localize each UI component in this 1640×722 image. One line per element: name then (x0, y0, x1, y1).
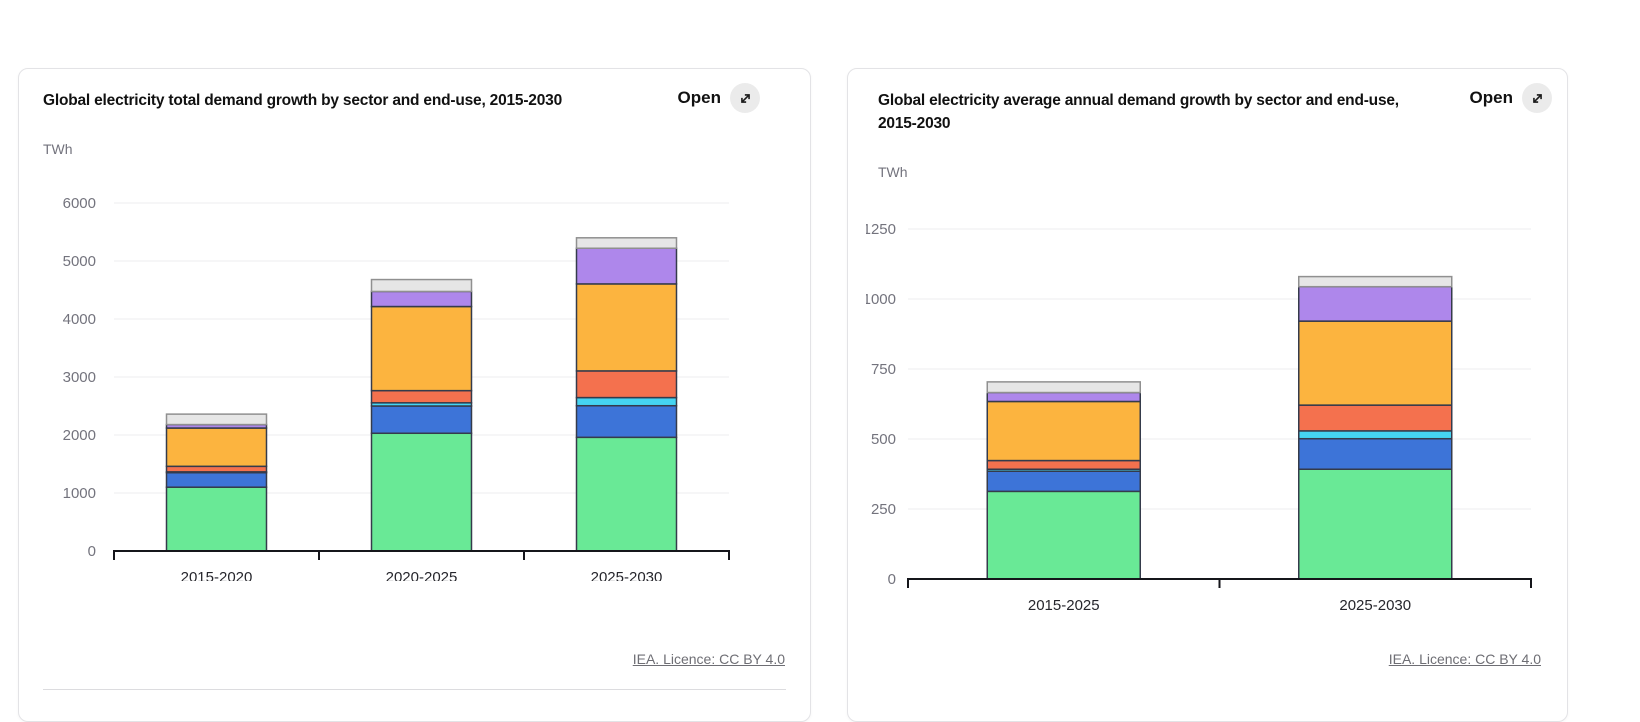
bar-segment-red-orange[interactable] (165, 465, 268, 473)
licence-link[interactable]: IEA. Licence: CC BY 4.0 (1388, 651, 1541, 667)
expand-icon (730, 83, 760, 113)
y-tick-label: 4000 (63, 311, 96, 328)
bar-segment-orange[interactable] (370, 305, 473, 392)
chart-card-total-demand: Global electricity total demand growth b… (18, 68, 811, 722)
open-button-label: Open (1469, 88, 1513, 107)
bar-segment-red-orange[interactable] (575, 370, 678, 399)
x-category-label: 2015-2020 (181, 569, 253, 581)
bar-segment-orange[interactable] (165, 427, 268, 468)
y-tick-label: 2000 (63, 427, 96, 444)
bar-segment-purple[interactable] (575, 247, 678, 285)
x-category-label: 2015-2025 (1028, 597, 1100, 614)
chart-title: Global electricity average annual demand… (878, 92, 1399, 132)
bar-segment-purple[interactable] (370, 290, 473, 308)
chart-card-average-annual-demand: Global electricity average annual demand… (847, 68, 1568, 722)
bar-segment-green[interactable] (575, 436, 678, 552)
bar-segment-grey[interactable] (1298, 275, 1453, 288)
bar-segment-blue[interactable] (986, 470, 1141, 493)
y-tick-label: 0 (88, 543, 96, 560)
bar-segment-cyan[interactable] (575, 396, 678, 407)
y-tick-label: 1250 (866, 221, 896, 238)
y-tick-label: 750 (871, 361, 896, 378)
bar-segment-green[interactable] (986, 490, 1141, 580)
y-tick-label: 3000 (63, 369, 96, 386)
bar-segment-red-orange[interactable] (986, 459, 1141, 470)
bar-segment-red-orange[interactable] (370, 389, 473, 404)
bar-segment-grey[interactable] (575, 237, 678, 249)
bar-segment-grey[interactable] (370, 278, 473, 293)
chart-title: Global electricity total demand growth b… (43, 92, 562, 109)
bar-segment-grey[interactable] (986, 381, 1141, 394)
card-divider (43, 689, 786, 690)
y-axis-unit: TWh (878, 164, 908, 180)
y-tick-label: 500 (871, 431, 896, 448)
y-tick-label: 5000 (63, 253, 96, 270)
bar-segment-blue[interactable] (575, 404, 678, 439)
bar-segment-cyan[interactable] (1298, 430, 1453, 440)
y-tick-label: 1000 (866, 291, 896, 308)
y-tick-label: 1000 (63, 485, 96, 502)
y-tick-label: 250 (871, 501, 896, 518)
bar-segment-orange[interactable] (575, 283, 678, 372)
bar-segment-blue[interactable] (165, 471, 268, 488)
stacked-bar-chart-total: 0 1000 2000 3000 4000 5000 6000 2015-2020 2020-2… (63, 195, 730, 581)
bar-segment-green[interactable] (370, 432, 473, 552)
x-category-label: 2025-2030 (591, 569, 663, 581)
bar-segment-purple[interactable] (1298, 285, 1453, 322)
y-axis-unit: TWh (43, 141, 73, 157)
bar-segment-orange[interactable] (986, 400, 1141, 462)
bar-segment-red-orange[interactable] (1298, 404, 1453, 432)
y-tick-label: 6000 (63, 195, 96, 212)
open-button[interactable]: Open (678, 83, 760, 113)
x-category-label: 2025-2030 (1339, 597, 1411, 614)
bar-segment-grey[interactable] (165, 413, 268, 426)
bar-segment-green[interactable] (165, 486, 268, 552)
y-tick-label: 0 (888, 571, 896, 588)
open-button-label: Open (677, 88, 721, 107)
bar-segment-orange[interactable] (1298, 320, 1453, 406)
stacked-bar-chart-average: 0 250 500 750 1000 1250 2015-2025 2025-2030 (866, 221, 1532, 614)
bar-segment-blue[interactable] (370, 405, 473, 435)
expand-icon (1522, 83, 1552, 113)
bar-segment-blue[interactable] (1298, 437, 1453, 470)
bar-segment-green[interactable] (1298, 468, 1453, 580)
licence-link[interactable]: IEA. Licence: CC BY 4.0 (632, 651, 785, 667)
bar-segment-purple[interactable] (986, 391, 1141, 403)
open-button[interactable]: Open (1470, 83, 1552, 113)
x-category-label: 2020-2025 (386, 569, 458, 581)
